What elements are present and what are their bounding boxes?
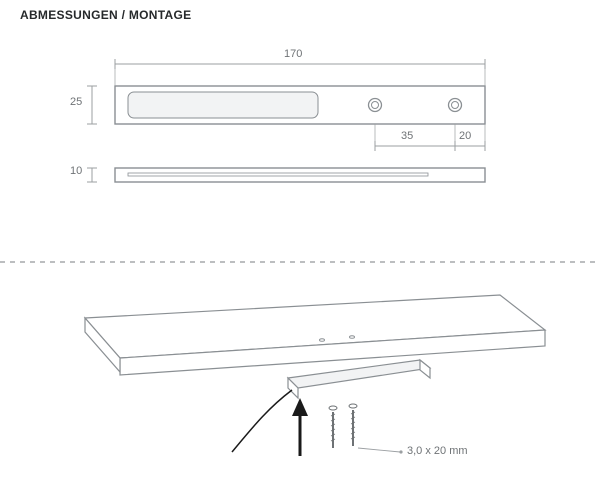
diagram-svg xyxy=(0,0,598,500)
